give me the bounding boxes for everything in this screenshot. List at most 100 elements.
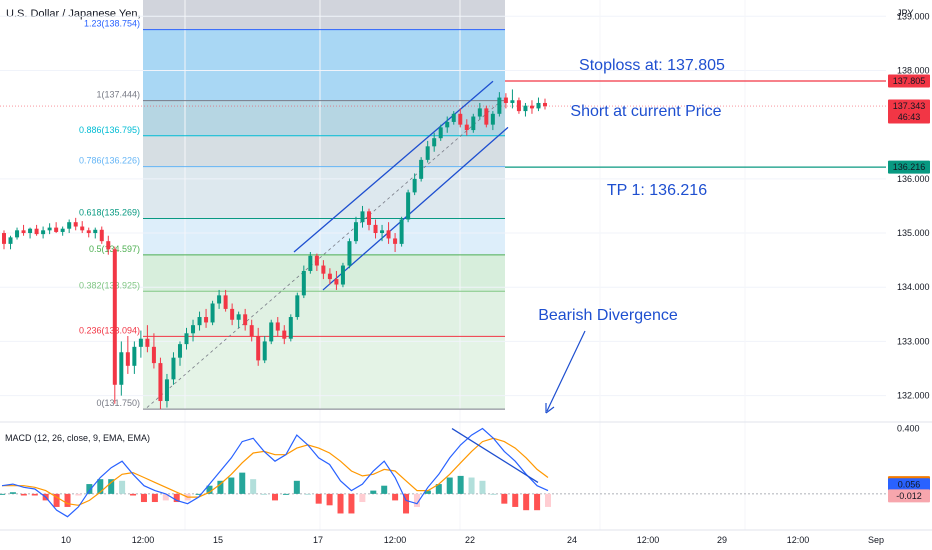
candle-body [204, 317, 209, 323]
macd-value-badge: -0.012 [896, 491, 922, 501]
candle-body [543, 102, 547, 107]
candle-body [210, 303, 215, 323]
candle-body [164, 379, 169, 402]
macd-histogram-bar [370, 490, 377, 494]
macd-histogram-bar [228, 477, 235, 494]
candle-body [191, 325, 196, 334]
macd-histogram-bar [413, 493, 420, 507]
candle-body [256, 336, 261, 361]
macd-histogram-bar [545, 493, 551, 507]
time-tick-label: 12:00 [787, 535, 810, 545]
candle-body [301, 270, 306, 296]
macd-histogram-bar [435, 484, 442, 494]
candle-body [516, 100, 521, 112]
candle-body [406, 192, 411, 220]
price-tick-label: 135.000 [897, 228, 930, 238]
candle-body [282, 330, 287, 339]
candle-body [230, 308, 235, 320]
macd-histogram-bar [119, 480, 126, 494]
macd-histogram-bar [359, 493, 366, 503]
macd-line [1, 427, 549, 518]
candle-body [510, 100, 515, 103]
time-tick-label: 12:00 [384, 535, 407, 545]
macd-histogram-bar [315, 493, 322, 504]
candle-body [386, 230, 391, 239]
macd-histogram-bar [97, 479, 104, 494]
price-tick-label: 138.000 [897, 65, 930, 75]
candle-body [54, 227, 59, 232]
macd-histogram-bar [261, 493, 268, 495]
candle-body [367, 211, 372, 225]
macd-histogram-bar [206, 485, 213, 494]
candle-body [477, 108, 482, 117]
macd-histogram-bar [86, 484, 93, 494]
candle-body [269, 322, 274, 342]
divergence-arrow-line [546, 330, 586, 412]
macd-histogram-bar [130, 493, 137, 496]
price-tick-label: 134.000 [897, 282, 930, 292]
time-tick-label: 12:00 [637, 535, 660, 545]
candle-body [445, 121, 450, 128]
macd-histogram-bar [457, 475, 464, 494]
time-tick-label: 24 [567, 535, 577, 545]
candle-body [80, 226, 85, 231]
candle-body [132, 346, 137, 366]
candle-body [503, 97, 508, 103]
fib-level-label: 1.23(138.754) [84, 19, 140, 29]
macd-value-badge-bg [888, 489, 930, 503]
candle-body [380, 230, 385, 234]
macd-histogram-bar [424, 490, 431, 494]
macd-histogram-bar [479, 480, 486, 494]
time-tick-label: 22 [465, 535, 475, 545]
short-entry-note: Short at current Price [570, 103, 721, 120]
macd-histogram-bar [534, 493, 541, 511]
macd-histogram-bar [326, 493, 333, 506]
candle-body [523, 105, 528, 112]
candle-body [34, 228, 39, 235]
candle-body [327, 273, 332, 280]
candle-body [360, 211, 365, 223]
macd-histogram-bar [9, 492, 16, 494]
fib-zone [143, 135, 505, 167]
candle-body [347, 241, 352, 266]
take-profit-note: TP 1: 136.216 [607, 182, 707, 199]
candle-body [536, 102, 541, 109]
candle-body [15, 230, 20, 238]
candle-body [464, 124, 469, 131]
macd-histogram-bar [446, 477, 453, 494]
macd-histogram-bar [239, 472, 246, 494]
macd-histogram-bar [195, 493, 202, 495]
candle-body [425, 146, 430, 160]
candle-body [86, 230, 91, 234]
candle-body [236, 314, 241, 320]
candle-body [112, 249, 117, 385]
fib-zone [143, 336, 505, 410]
time-tick-label: 17 [313, 535, 323, 545]
candle-body [432, 138, 437, 147]
divergence-trend-line [451, 427, 539, 483]
candle-body [138, 338, 143, 347]
candle-body [119, 352, 124, 385]
candle-body [223, 295, 228, 309]
candle-body [340, 265, 345, 285]
macd-histogram-bar [381, 485, 388, 494]
candle-body [41, 230, 46, 235]
candle-body [249, 325, 254, 336]
price-tick-label: 132.000 [897, 391, 930, 401]
macd-histogram-bar [501, 493, 508, 504]
macd-histogram-bar [250, 479, 257, 494]
candle-body [217, 295, 222, 304]
candle-body [288, 317, 293, 339]
macd-histogram-bar [31, 493, 38, 496]
price-tick-label: 133.000 [897, 336, 930, 346]
candle-body [262, 341, 267, 361]
take-profit-price-badge-bg [888, 160, 930, 174]
candle-body [529, 105, 534, 109]
macd-histogram-bar [140, 493, 147, 503]
candle-body [197, 317, 202, 326]
countdown-label: 46:43 [898, 112, 921, 122]
fib-zone [143, 29, 505, 101]
macd-histogram-bar [20, 493, 27, 496]
macd-value-badge-bg [888, 478, 930, 492]
